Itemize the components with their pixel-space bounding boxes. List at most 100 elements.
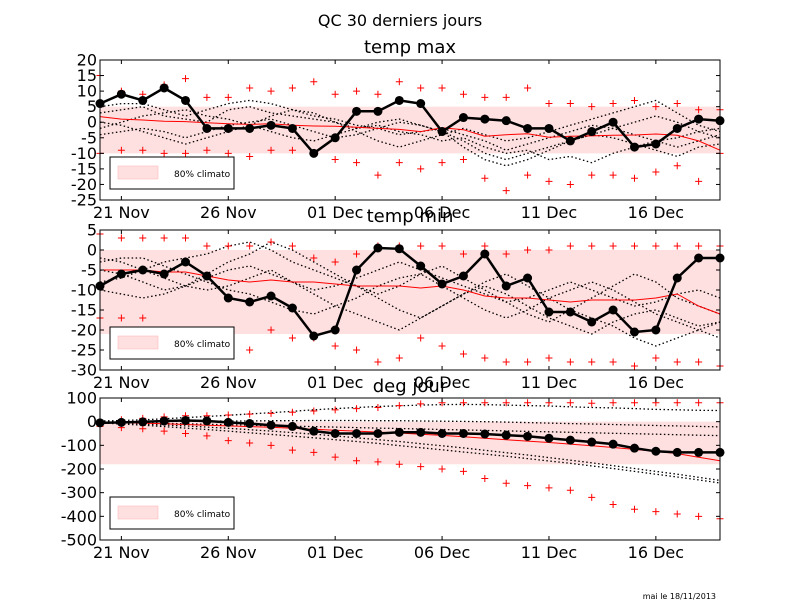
min-extremes-marker	[374, 458, 382, 466]
min-extremes-marker	[673, 358, 681, 366]
max-extremes-marker	[630, 399, 638, 407]
max-extremes-marker	[609, 399, 617, 407]
min-extremes-marker	[695, 358, 703, 366]
min-extremes-marker	[353, 346, 361, 354]
max-extremes-marker	[502, 250, 510, 258]
y-tick-label: -15	[71, 159, 97, 178]
observed-point	[202, 416, 212, 426]
observed-point	[458, 429, 468, 438]
max-extremes-marker	[331, 406, 339, 414]
legend: 80% climato	[109, 156, 235, 190]
max-extremes-marker	[481, 242, 489, 250]
max-extremes-marker	[545, 100, 553, 108]
max-extremes-marker	[524, 399, 532, 407]
observed-point	[245, 123, 255, 133]
min-extremes-marker	[652, 508, 660, 516]
min-extremes-marker	[246, 439, 254, 447]
max-extremes-marker	[481, 93, 489, 101]
y-tick-label: 100	[66, 389, 97, 408]
min-extremes-marker	[288, 446, 296, 454]
x-tick-label: 06 Dec	[414, 373, 470, 392]
x-tick-labels: 21 Nov 26 Nov 01 Dec 06 Dec 11 Dec 16 Dec	[93, 230, 684, 392]
min-extremes-marker	[502, 479, 510, 487]
min-extremes-marker	[374, 358, 382, 366]
observed-point	[608, 305, 618, 315]
ensemble-3-line	[99, 99, 721, 148]
max-extremes-marker	[417, 84, 425, 92]
observed-point	[373, 429, 383, 438]
max-extremes-marker	[203, 242, 211, 250]
y-tick-label: -300	[61, 483, 97, 502]
observed-point	[330, 133, 340, 143]
max-extremes-marker	[160, 234, 168, 242]
observed-point	[266, 120, 276, 130]
observed-point	[330, 325, 340, 335]
y-tick-label: 0	[87, 412, 97, 431]
max-extremes-marker	[353, 250, 361, 258]
min-extremes-marker	[609, 501, 617, 508]
observed-point	[116, 417, 126, 427]
min-extremes-marker	[353, 457, 361, 465]
observed-point	[651, 139, 661, 149]
observed-point	[694, 253, 704, 263]
max-extremes-marker	[267, 87, 275, 95]
min-extremes-marker	[182, 149, 190, 157]
observed-point	[651, 446, 661, 456]
min-extremes-marker	[673, 510, 681, 518]
max-extremes-marker	[545, 246, 553, 254]
max-extremes-marker	[139, 234, 147, 242]
observed-point	[309, 331, 319, 341]
max-extremes-marker	[417, 400, 425, 408]
x-tick-label: 06 Dec	[414, 203, 470, 222]
x-tick-label: 26 Nov	[200, 373, 257, 392]
x-tick-label: 11 Dec	[521, 203, 577, 222]
min-extremes-marker	[139, 146, 147, 154]
min-extremes-marker	[502, 187, 510, 195]
max-extremes-marker	[695, 106, 703, 114]
panel-title: deg jour	[373, 376, 448, 397]
ensemble-1-line	[99, 403, 721, 422]
min-extremes-marker	[566, 486, 574, 494]
y-tick-label: 15	[77, 66, 97, 85]
observed-point	[394, 244, 404, 254]
min-extremes-marker	[203, 146, 211, 154]
observed-point	[587, 317, 597, 327]
max-extremes-marker	[374, 90, 382, 98]
observed-point	[480, 114, 490, 124]
min-extremes-marker	[182, 430, 190, 437]
y-tick-label: -5	[81, 128, 97, 147]
max-extremes-marker	[459, 90, 467, 98]
max-extremes-marker	[310, 407, 318, 415]
panel-deg-jour: deg jour -500 -400 -300 -200 -100 0 100 21 Nov…	[61, 376, 725, 562]
observed-point	[544, 123, 554, 133]
min-extremes-marker	[267, 146, 275, 154]
max-extremes-marker	[609, 100, 617, 108]
max-extremes-marker	[588, 242, 596, 250]
observed-point	[223, 293, 233, 303]
min-extremes-marker	[438, 159, 446, 167]
ensemble-1-line	[99, 106, 721, 164]
min-extremes-marker	[224, 149, 232, 157]
max-extremes-marker	[459, 399, 467, 407]
observed-point	[629, 443, 639, 453]
min-extremes-marker	[566, 358, 574, 366]
max-extremes-marker	[652, 242, 660, 250]
observed-point	[116, 89, 126, 99]
x-tick-label: 16 Dec	[628, 373, 684, 392]
x-tick-label: 01 Dec	[307, 543, 363, 562]
y-tick-label: 0	[87, 241, 97, 260]
y-tick-label: -20	[71, 321, 97, 340]
min-extremes-marker	[246, 152, 254, 160]
observed-point	[159, 269, 169, 279]
min-extremes-marker	[588, 358, 596, 366]
max-extremes-marker	[673, 100, 681, 108]
max-extremes-marker	[374, 403, 382, 411]
observed-point	[373, 106, 383, 116]
observed-point	[587, 127, 597, 137]
y-tick-label: -10	[71, 144, 97, 163]
min-extremes-marker	[524, 482, 532, 490]
min-extremes-marker	[652, 354, 660, 362]
observed-point	[672, 123, 682, 133]
max-extremes-marker	[353, 87, 361, 95]
y-tick-label: -20	[71, 175, 97, 194]
